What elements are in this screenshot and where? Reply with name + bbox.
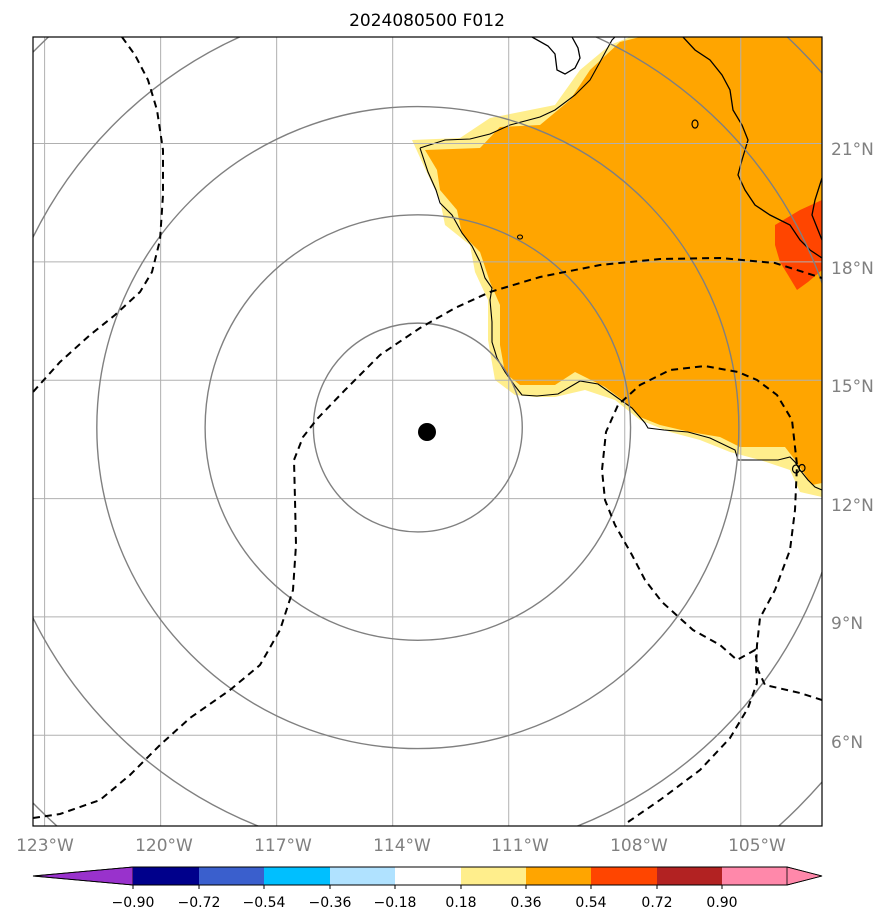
colorbar-label-2: −0.72: [178, 895, 221, 911]
colorbar-label-4: −0.36: [309, 895, 352, 911]
dashed-contour-center: [33, 256, 822, 819]
colorbar: −0.90 −0.72 −0.54 −0.36 −0.18 0.18 0.36 …: [32, 866, 823, 911]
dashed-contour-west: [33, 37, 164, 393]
colorbar-label-6: 0.18: [445, 895, 476, 911]
lat-label-6n: 6°N: [831, 733, 863, 753]
lat-label-12n: 12°N: [831, 496, 874, 516]
state-border: [682, 37, 822, 259]
coastline-north: [531, 37, 581, 75]
lat-axis-labels: 21°N 18°N 15°N 12°N 9°N 6°N: [831, 140, 874, 753]
land-orange-field: [425, 37, 822, 485]
colorbar-label-8: 0.54: [575, 895, 606, 911]
lon-axis-labels: 123°W 120°W 117°W 114°W 111°W 108°W 105°…: [16, 836, 786, 856]
colorbar-segment-3: [264, 867, 330, 885]
island-1: [691, 119, 699, 129]
colorbar-segment-10: [722, 867, 787, 885]
lon-label-111w: 111°W: [491, 836, 549, 856]
colorbar-segment-1: [133, 867, 199, 885]
colorbar-label-1: −0.90: [112, 895, 155, 911]
colorbar-segment-8: [591, 867, 657, 885]
storm-center-marker: [418, 423, 436, 441]
lon-label-114w: 114°W: [373, 836, 431, 856]
range-ring-3: [96, 105, 740, 750]
lat-label-9n: 9°N: [831, 614, 863, 634]
colorbar-segment-9: [657, 867, 722, 885]
colorbar-segment-6: [461, 867, 526, 885]
colorbar-label-9: 0.72: [641, 895, 672, 911]
lon-label-117w: 117°W: [254, 836, 312, 856]
colorbar-segment-2: [199, 867, 264, 885]
coastline-main: [419, 37, 822, 491]
lon-label-108w: 108°W: [610, 836, 668, 856]
lon-label-123w: 123°W: [16, 836, 74, 856]
colorbar-segment-5: [395, 867, 461, 885]
colorbar-segment-4: [330, 867, 395, 885]
map-title: 2024080500 F012: [349, 11, 505, 31]
colorbar-label-3: −0.54: [243, 895, 286, 911]
coastline-east: [811, 177, 822, 241]
dashed-contour-east-loop: [600, 364, 822, 823]
colorbar-extend-min: [32, 866, 134, 886]
colorbar-extend-max: [786, 866, 823, 886]
colorbar-label-7: 0.36: [510, 895, 541, 911]
lat-label-15n: 15°N: [831, 377, 874, 397]
colorbar-label-10: 0.90: [706, 895, 737, 911]
range-ring-2: [204, 214, 632, 641]
colorbar-segment-7: [526, 867, 591, 885]
range-ring-1: [312, 322, 523, 533]
map-frame: [32, 36, 823, 827]
colorbar-label-5: −0.18: [374, 895, 417, 911]
island-4: [798, 463, 806, 473]
lat-label-18n: 18°N: [831, 259, 874, 279]
lat-label-21n: 21°N: [831, 140, 874, 160]
lon-label-120w: 120°W: [135, 836, 193, 856]
island-2: [516, 234, 524, 240]
lon-label-105w: 105°W: [728, 836, 786, 856]
graticule: [33, 37, 822, 826]
